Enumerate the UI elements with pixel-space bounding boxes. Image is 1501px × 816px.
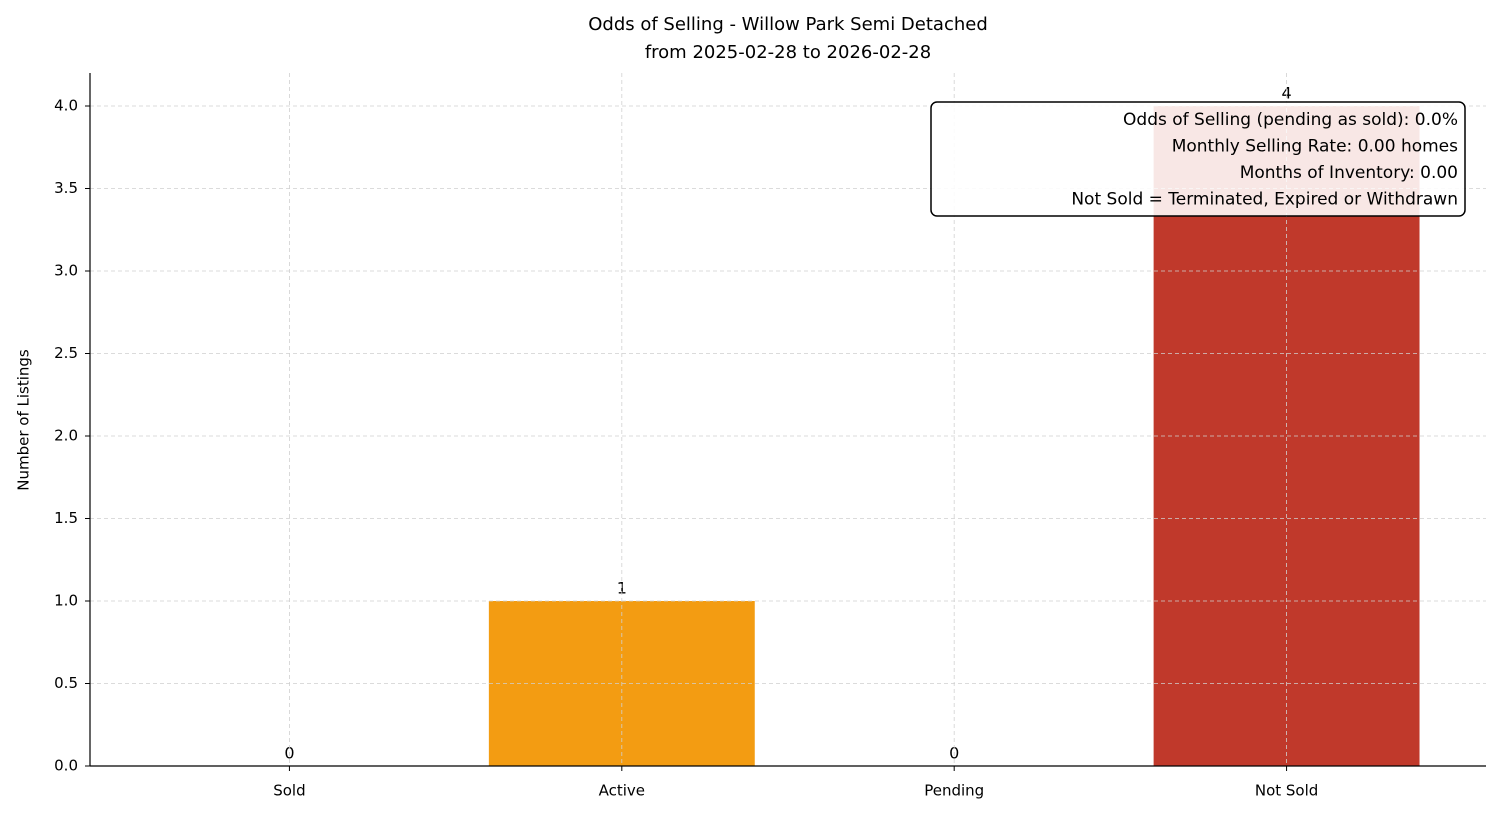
y-tick-label: 4.0 [54, 97, 78, 115]
annotation-line: Months of Inventory: 0.00 [1240, 163, 1458, 183]
y-tick-label: 1.0 [54, 592, 78, 610]
y-tick-label: 3.0 [54, 262, 78, 280]
annotation-line: Not Sold = Terminated, Expired or Withdr… [1071, 190, 1458, 210]
x-tick-label: Active [599, 782, 645, 800]
y-tick-label: 2.0 [54, 427, 78, 445]
y-tick-label: 2.5 [54, 344, 78, 362]
y-tick-label: 0.5 [54, 674, 78, 692]
annotation-line: Odds of Selling (pending as sold): 0.0% [1123, 110, 1458, 130]
x-tick-label: Sold [273, 782, 305, 800]
value-label: 4 [1281, 84, 1291, 103]
y-tick-label: 0.0 [54, 757, 78, 775]
y-axis-label: Number of Listings [15, 349, 33, 491]
chart-subtitle: from 2025-02-28 to 2026-02-28 [645, 42, 931, 63]
chart-title: Odds of Selling - Willow Park Semi Detac… [588, 14, 988, 35]
y-tick-label: 3.5 [54, 179, 78, 197]
annotation-line: Monthly Selling Rate: 0.00 homes [1172, 137, 1458, 157]
y-tick-label: 1.5 [54, 509, 78, 527]
annotation-box [930, 101, 1466, 217]
x-tick-label: Not Sold [1255, 782, 1318, 800]
x-tick-label: Pending [924, 782, 984, 800]
